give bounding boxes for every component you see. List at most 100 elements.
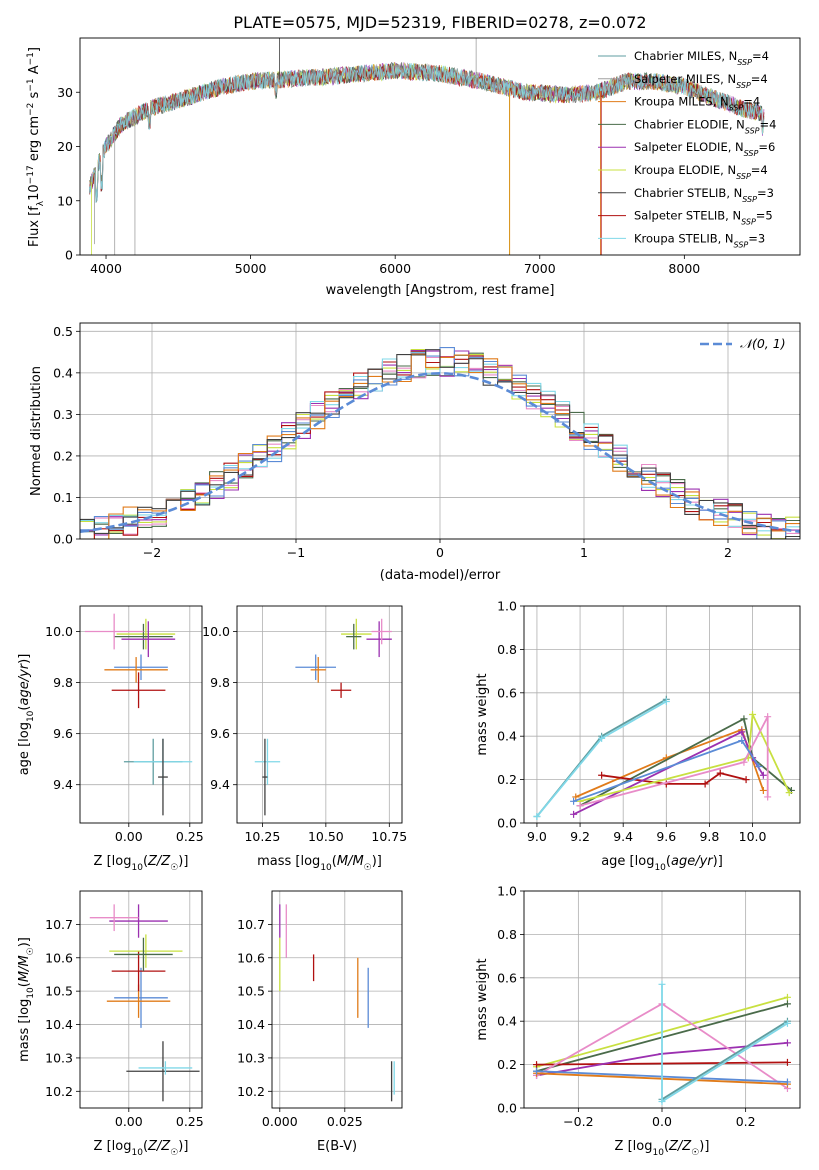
spectrum-ytick-label: 30: [57, 85, 73, 100]
mass-vs-Z-frame: [79, 890, 203, 1109]
mass-vs-Z-ytick-label: 10.3: [45, 1050, 73, 1065]
spectrum-series: [89, 63, 765, 201]
spectrum-lines: [89, 38, 765, 255]
weight-vs-age-ytick-label: 0.0: [497, 816, 517, 831]
weight-marker: [598, 734, 606, 742]
residuals-ytick-label: 0.0: [53, 532, 73, 547]
mass-vs-Z-xlabel: Z [log10(Z/Z☉)]: [94, 1139, 189, 1158]
mass-vs-ebv-frame: [271, 890, 403, 1109]
weight-vs-age-xtick-label: 9.6: [656, 829, 676, 844]
residuals-panel: −2 −1 0 1 2 0.0 0.1 0.2 0.3 0.4 0.5 𝒩(0, 1) (data-mo…: [29, 322, 801, 583]
residuals-xtick-label: 2: [724, 545, 732, 560]
weight-line: [579, 717, 792, 807]
residual-hists: [80, 347, 800, 539]
age-vs-Z-frame: [79, 605, 203, 824]
age-vs-mass-ytick-label: 9.6: [210, 726, 230, 741]
weight-line: [579, 711, 791, 803]
mass-vs-ebv-ytick-label: 10.3: [237, 1050, 265, 1065]
weight-marker: [701, 780, 709, 788]
spectrum-ytick-label: 0: [65, 248, 73, 263]
spectrum-series: [89, 62, 765, 204]
weight-vs-Z-series: [533, 980, 791, 1105]
mass-vs-Z-points: [89, 904, 200, 1102]
mass-vs-ebv-ytick-label: 10.4: [237, 1017, 265, 1032]
age-vs-mass-xlabel: mass [log10(M/M☉)]: [257, 854, 382, 873]
weight-vs-Z-ylabel: mass weight: [475, 958, 490, 1040]
gaussian-curve: [80, 371, 800, 533]
mass-vs-ebv-xtick-label: 0.025: [327, 1114, 363, 1129]
age-vs-mass-frame: [236, 605, 403, 824]
weight-marker: [572, 793, 580, 801]
weight-marker: [533, 812, 541, 820]
spectrum-xtick-label: 4000: [90, 261, 122, 276]
age-vs-mass-xtick-label: 10.25: [244, 829, 280, 844]
mass-vs-Z-ylabel: mass [log10(M/M☉)]: [17, 937, 36, 1062]
weight-vs-age-ytick-label: 0.4: [497, 729, 517, 744]
weight-marker: [759, 771, 767, 779]
weight-marker: [533, 1061, 541, 1069]
weight-vs-Z-ytick-label: 1.0: [497, 884, 517, 899]
age-vs-Z-ytick-label: 9.4: [53, 777, 73, 792]
legend-entry: Kroupa ELODIE, NSSP=4: [634, 163, 768, 181]
residuals-ytick-label: 0.4: [53, 365, 73, 380]
weight-vs-age-xtick-label: 9.8: [699, 829, 719, 844]
weight-marker: [570, 797, 578, 805]
mass-vs-Z-ytick-label: 10.2: [45, 1084, 73, 1099]
weight-line: [575, 728, 765, 798]
weight-vs-Z-ytick-label: 0.0: [497, 1101, 517, 1116]
weight-vs-age-ytick-label: 1.0: [497, 599, 517, 614]
weight-vs-age-ytick-label: 0.8: [497, 642, 517, 657]
weight-vs-age-frame: [523, 605, 801, 824]
legend-entry: Chabrier MILES, NSSP=4: [634, 49, 769, 67]
age-vs-Z-points: [84, 613, 193, 816]
weight-marker: [570, 810, 578, 818]
weight-vs-Z-frame: [523, 890, 801, 1109]
residuals-ytick-label: 0.5: [53, 324, 73, 339]
weight-line: [661, 1020, 788, 1101]
weight-marker: [783, 993, 791, 1001]
legend-gaussian-label: 𝒩(0, 1): [740, 336, 786, 351]
spectrum-ylabel: Flux [fλ10−17 erg cm−2 s−1 A−1]: [26, 47, 46, 247]
weight-marker: [755, 763, 763, 771]
spectrum-xtick-label: 6000: [379, 261, 411, 276]
weight-vs-age-xtick-label: 9.4: [613, 829, 633, 844]
age-vs-Z-xtick-label: 0.00: [115, 829, 143, 844]
spectrum-panel: 4000 5000 6000 7000 8000 0 10 20 30 Chabrier MILE…: [26, 37, 801, 298]
spectrum-ytick-label: 20: [57, 139, 73, 154]
residuals-xtick-label: 0: [436, 545, 444, 560]
weight-marker: [716, 769, 724, 777]
weight-marker: [783, 1019, 791, 1027]
residual-histogram: [80, 349, 800, 539]
spectrum-xlabel: wavelength [Angstrom, rest frame]: [326, 283, 555, 298]
residuals-ytick-label: 0.2: [53, 448, 73, 463]
mass-vs-ebv-ytick-label: 10.6: [237, 950, 265, 965]
age-vs-mass-ytick-label: 10.0: [202, 624, 230, 639]
mass-vs-Z-ytick-label: 10.6: [45, 950, 73, 965]
weight-vs-age-ylabel: mass weight: [475, 673, 490, 755]
age-vs-Z-panel: 0.00 0.25 9.4 9.6 9.8 10.0 Z [log10(Z/Z☉)] age …: [17, 605, 204, 873]
residuals-ytick-label: 0.3: [53, 407, 73, 422]
weight-vs-age-xtick-label: 10.0: [739, 829, 767, 844]
age-vs-mass-xtick-label: 10.75: [371, 829, 407, 844]
age-vs-Z-ytick-label: 9.6: [53, 726, 73, 741]
weight-vs-Z-ytick-label: 0.6: [497, 970, 517, 985]
age-vs-Z-xlabel: Z [log10(Z/Z☉)]: [94, 854, 189, 873]
weight-vs-Z-panel: −0.2 0.0 0.2 0.0 0.2 0.4 0.6 0.8 1.0 Z [log10(Z/Z…: [475, 884, 801, 1158]
residuals-xtick-label: −2: [143, 545, 161, 560]
weight-marker: [576, 802, 584, 810]
mass-vs-ebv-ytick-label: 10.2: [237, 1084, 265, 1099]
weight-vs-Z-ytick-label: 0.4: [497, 1014, 517, 1029]
weight-vs-age-xtick-label: 9.2: [570, 829, 590, 844]
mass-vs-ebv-xtick-label: 0.000: [262, 1114, 298, 1129]
residuals-xtick-label: −1: [287, 545, 305, 560]
weight-marker: [742, 776, 750, 784]
legend-entry: Salpeter STELIB, NSSP=5: [634, 209, 773, 227]
mass-vs-ebv-xlabel: E(B-V): [317, 1139, 357, 1154]
weight-marker: [783, 1039, 791, 1047]
figure-title: PLATE=0575, MJD=52319, FIBERID=0278, z=0…: [233, 13, 646, 32]
weight-vs-Z-xlabel: Z [log10(Z/Z☉)]: [615, 1139, 710, 1158]
weight-marker: [533, 1067, 541, 1075]
spectrum-xtick-label: 5000: [235, 261, 267, 276]
mass-vs-ebv-panel: 0.000 0.025 10.2 10.3 10.4 10.5 10.6 10.7 E(B-V): [237, 890, 403, 1154]
